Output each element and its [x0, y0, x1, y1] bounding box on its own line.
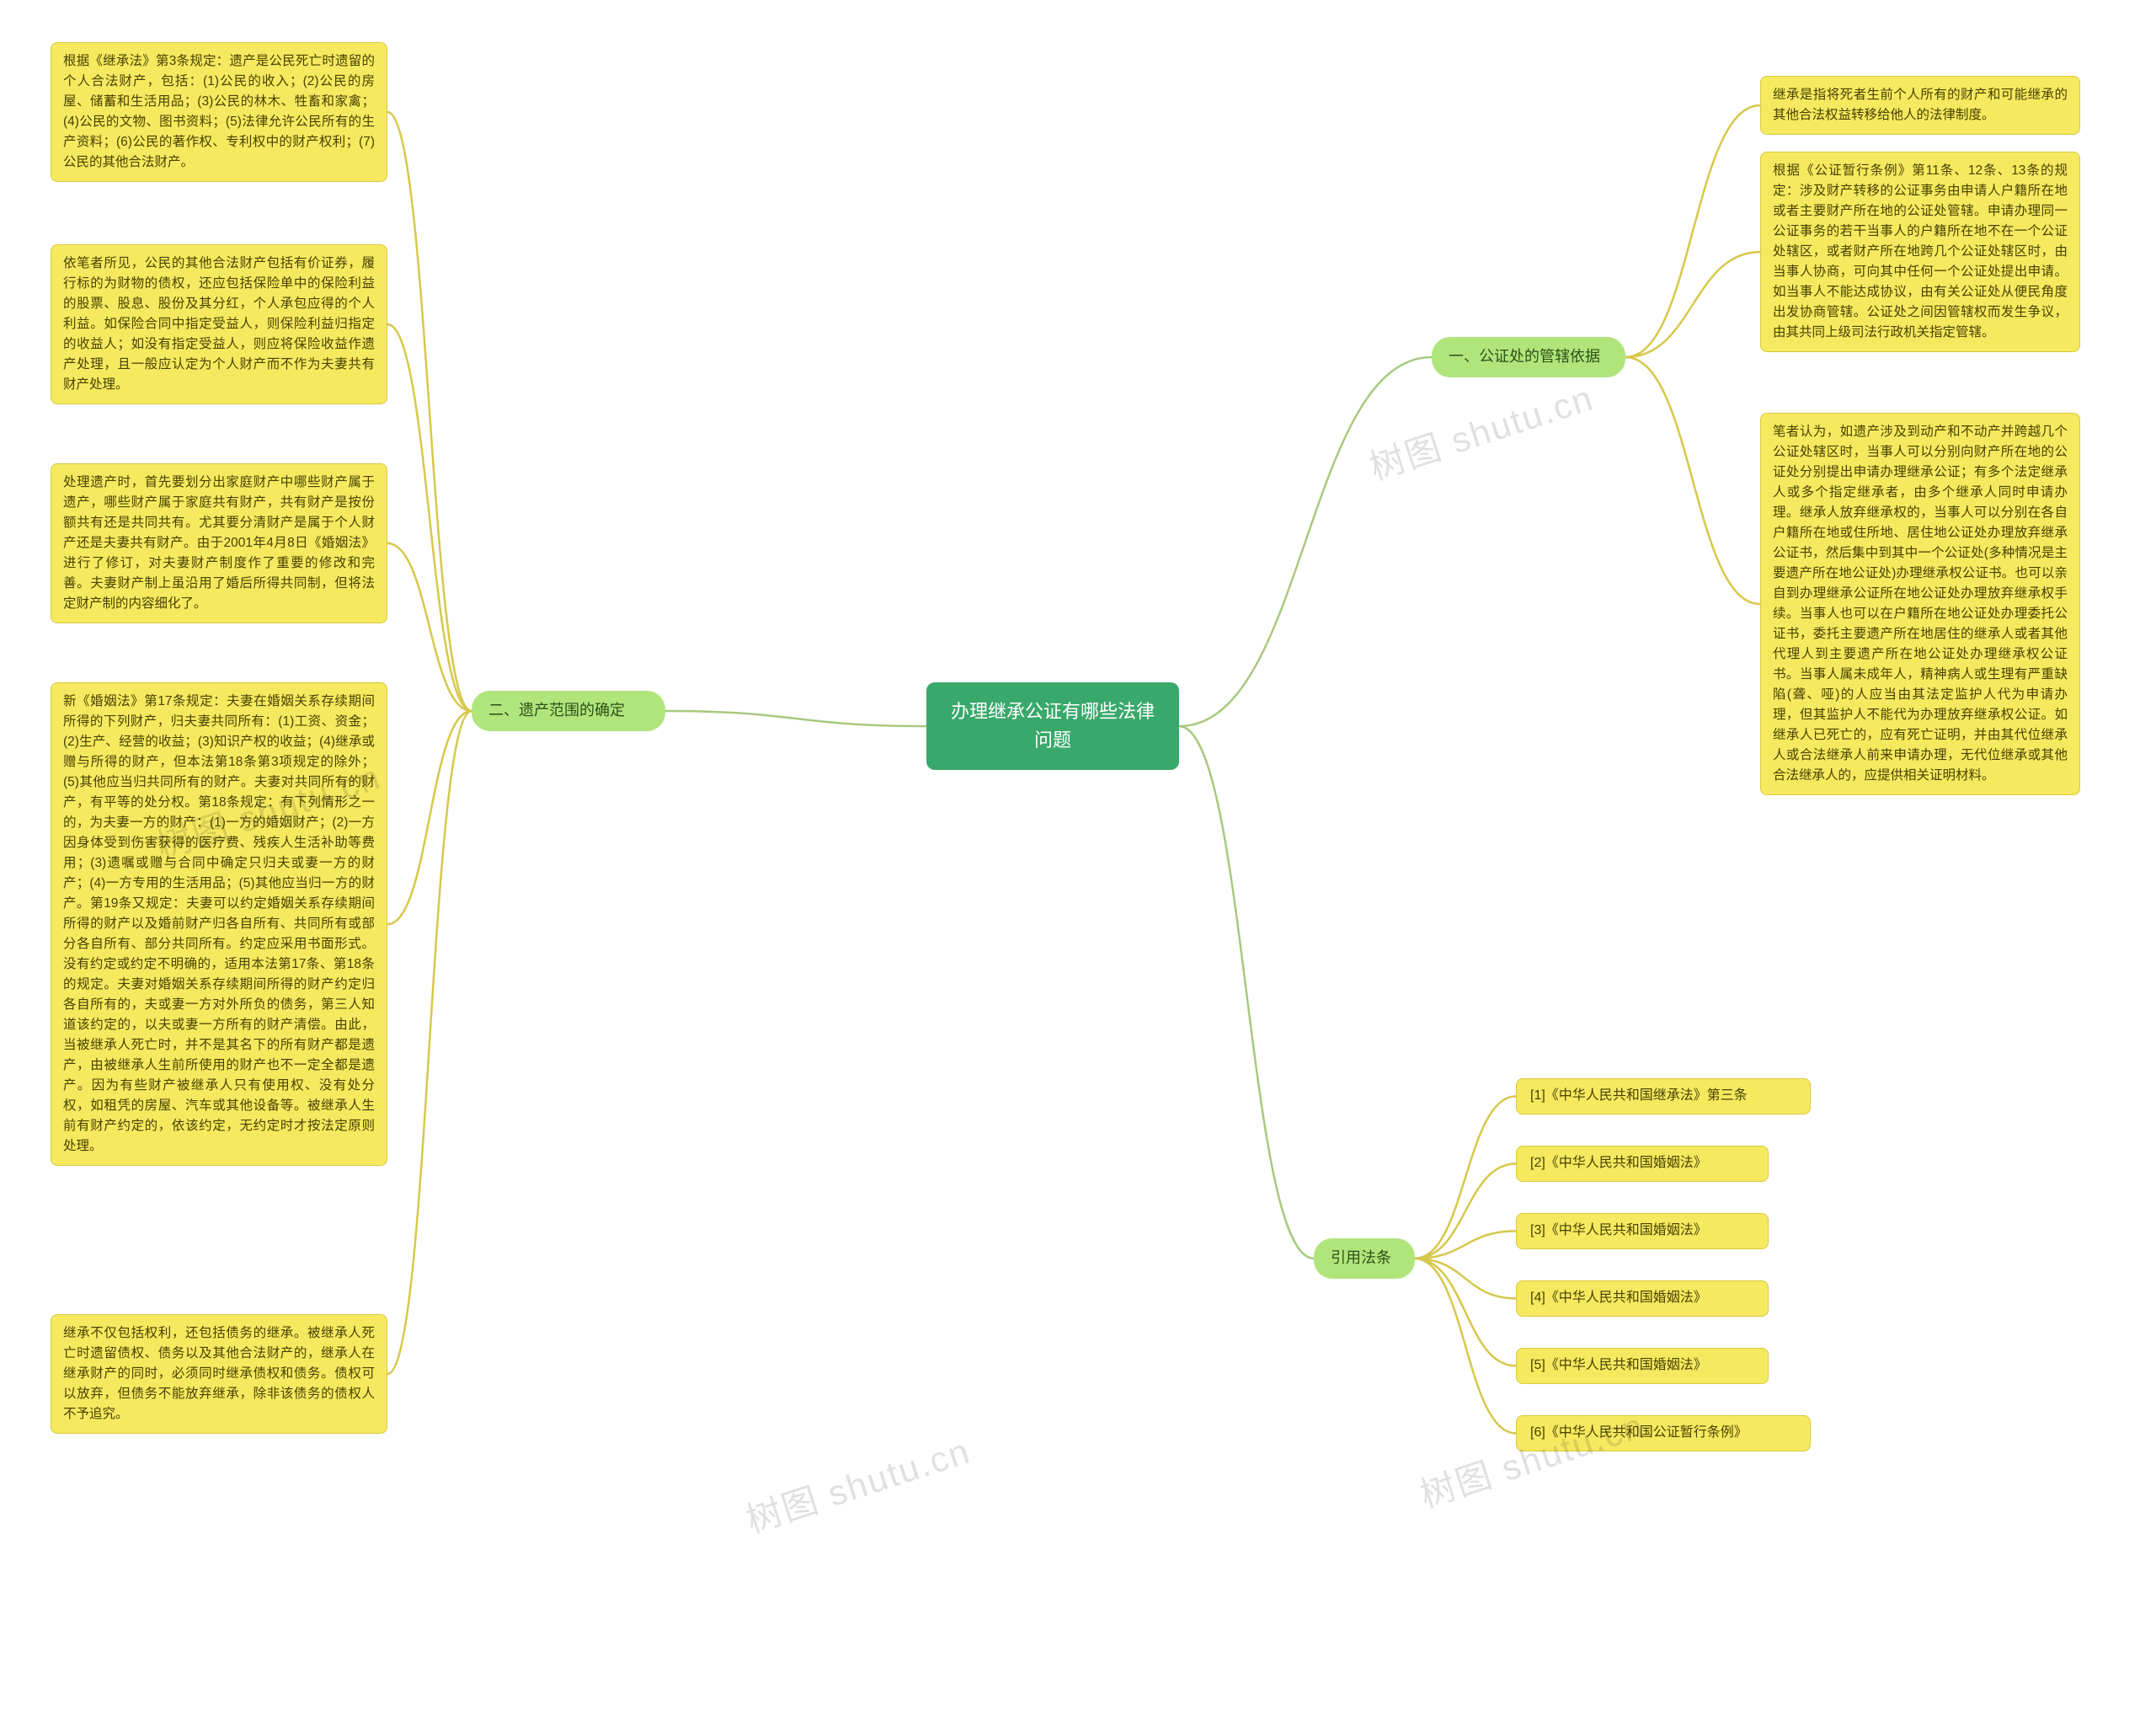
leaf-text: [2]《中华人民共和国婚姻法》 [1530, 1156, 1707, 1170]
connector [387, 711, 472, 1374]
branch-label: 一、公证处的管辖依据 [1449, 348, 1600, 365]
leaf-text: 笔者认为，如遗产涉及到动产和不动产并跨越几个公证处辖区时，当事人可以分别向财产所… [1773, 425, 2068, 783]
watermark: 树图 shutu.cn [1362, 370, 1599, 490]
leaf-text: 继承是指将死者生前个人所有的财产和可能继承的其他合法权益转移给他人的法律制度。 [1773, 88, 2068, 122]
leaf-text: [4]《中华人民共和国婚姻法》 [1530, 1291, 1707, 1305]
citation-3[interactable]: [3]《中华人民共和国婚姻法》 [1516, 1213, 1769, 1249]
leaf-text: 依笔者所见，公民的其他合法财产包括有价证券，履行标的为财物的债权，还应包括保险单… [63, 256, 375, 392]
leaf-text: 新《婚姻法》第17条规定：夫妻在婚姻关系存续期间所得的下列财产，归夫妻共同所有：… [63, 694, 375, 1153]
leaf-text: [3]《中华人民共和国婚姻法》 [1530, 1223, 1707, 1237]
citation-5[interactable]: [5]《中华人民共和国婚姻法》 [1516, 1348, 1769, 1384]
citation-4[interactable]: [4]《中华人民共和国婚姻法》 [1516, 1280, 1769, 1317]
leaf-text: [5]《中华人民共和国婚姻法》 [1530, 1358, 1707, 1372]
connector [1415, 1231, 1516, 1259]
leaf-text: 根据《继承法》第3条规定：遗产是公民死亡时遗留的个人合法财产，包括：(1)公民的… [63, 54, 375, 169]
connector [387, 324, 472, 711]
connector [665, 711, 926, 726]
branch-estate-scope[interactable]: 二、遗产范围的确定 [472, 691, 665, 731]
connector [1625, 357, 1760, 604]
leaf-other-property[interactable]: 依笔者所见，公民的其他合法财产包括有价证券，履行标的为财物的债权，还应包括保险单… [51, 244, 387, 404]
connector [1415, 1163, 1516, 1259]
connector [387, 543, 472, 711]
leaf-text: [6]《中华人民共和国公证暂行条例》 [1530, 1425, 1748, 1440]
citation-1[interactable]: [1]《中华人民共和国继承法》第三条 [1516, 1078, 1811, 1114]
leaf-estate-division[interactable]: 处理遗产时，首先要划分出家庭财产中哪些财产属于遗产，哪些财产属于家庭共有财产，共… [51, 463, 387, 623]
connector [1625, 252, 1760, 357]
connector [387, 711, 472, 924]
connector [1415, 1259, 1516, 1298]
watermark: 树图 shutu.cn [739, 1423, 976, 1543]
connector [1415, 1259, 1516, 1366]
connector [1625, 105, 1760, 357]
leaf-marriage-law-17[interactable]: 新《婚姻法》第17条规定：夫妻在婚姻关系存续期间所得的下列财产，归夫妻共同所有：… [51, 682, 387, 1166]
branch-jurisdiction[interactable]: 一、公证处的管辖依据 [1432, 337, 1625, 377]
leaf-text: 处理遗产时，首先要划分出家庭财产中哪些财产属于遗产，哪些财产属于家庭共有财产，共… [63, 475, 375, 611]
branch-citations[interactable]: 引用法条 [1314, 1238, 1415, 1279]
connector [1415, 1096, 1516, 1259]
connector [1179, 357, 1432, 726]
connector [1415, 1259, 1516, 1433]
center-line2: 问题 [1034, 730, 1071, 751]
center-topic[interactable]: 办理继承公证有哪些法律 问题 [926, 682, 1179, 770]
branch-label: 二、遗产范围的确定 [488, 702, 625, 719]
leaf-text: [1]《中华人民共和国继承法》第三条 [1530, 1088, 1748, 1103]
leaf-text: 根据《公证暂行条例》第11条、12条、13条的规定：涉及财产转移的公证事务由申请… [1773, 163, 2068, 339]
branch-label: 引用法条 [1331, 1249, 1391, 1266]
connector [1179, 726, 1314, 1259]
leaf-inheritance-def[interactable]: 继承是指将死者生前个人所有的财产和可能继承的其他合法权益转移给他人的法律制度。 [1760, 76, 2080, 135]
leaf-debts[interactable]: 继承不仅包括权利，还包括债务的继承。被继承人死亡时遗留债权、债务以及其他合法财产… [51, 1314, 387, 1434]
leaf-text: 继承不仅包括权利，还包括债务的继承。被继承人死亡时遗留债权、债务以及其他合法财产… [63, 1326, 375, 1421]
leaf-author-opinion[interactable]: 笔者认为，如遗产涉及到动产和不动产并跨越几个公证处辖区时，当事人可以分别向财产所… [1760, 413, 2080, 795]
citation-6[interactable]: [6]《中华人民共和国公证暂行条例》 [1516, 1415, 1811, 1451]
leaf-inheritance-law-3[interactable]: 根据《继承法》第3条规定：遗产是公民死亡时遗留的个人合法财产，包括：(1)公民的… [51, 42, 387, 182]
connector [387, 112, 472, 711]
center-line1: 办理继承公证有哪些法律 [951, 701, 1155, 722]
citation-2[interactable]: [2]《中华人民共和国婚姻法》 [1516, 1146, 1769, 1182]
leaf-notary-regulation[interactable]: 根据《公证暂行条例》第11条、12条、13条的规定：涉及财产转移的公证事务由申请… [1760, 152, 2080, 352]
